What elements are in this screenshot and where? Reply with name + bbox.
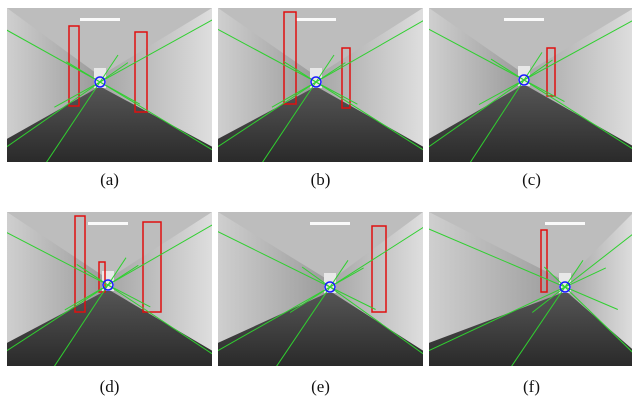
vanishing-line [76, 263, 212, 355]
vanishing-line [543, 266, 632, 353]
floor [218, 88, 423, 162]
caption: (e) [311, 377, 330, 396]
vanishing-point [102, 279, 114, 291]
door-detection [142, 221, 162, 313]
photo-content [218, 212, 423, 366]
caption: (a) [100, 170, 119, 189]
left-wall [218, 8, 316, 139]
floor [218, 293, 423, 366]
corridor-end [94, 68, 106, 88]
corridor-end [310, 68, 322, 88]
left-wall [429, 212, 565, 343]
photo [218, 8, 423, 162]
ceiling-light [545, 222, 585, 225]
right-wall [316, 8, 423, 147]
vanishing-line [478, 20, 632, 106]
ceiling-light [310, 222, 350, 225]
vanishing-point [518, 74, 530, 86]
vanishing-line [7, 232, 151, 308]
vanishing-line [54, 19, 212, 108]
vanishing-point [324, 281, 336, 293]
left-wall [429, 8, 524, 139]
floor [7, 291, 212, 366]
photo-content [7, 212, 212, 366]
right-wall [108, 212, 212, 351]
photo-content [218, 8, 423, 162]
door-detection [283, 11, 297, 105]
caption: (f) [523, 377, 540, 396]
door-detection [546, 47, 556, 97]
vanishing-line [283, 61, 423, 151]
caption: (d) [100, 377, 120, 396]
vanishing-line [429, 228, 618, 310]
vanishing-line [218, 231, 376, 310]
door-detection [74, 215, 86, 313]
left-wall [218, 212, 330, 343]
photo [7, 8, 212, 162]
left-wall [7, 212, 108, 343]
door-detection [68, 25, 80, 107]
vanishing-line [531, 234, 632, 313]
door-detection [540, 229, 548, 293]
ceiling-light [296, 18, 336, 21]
vanishing-line [7, 264, 139, 352]
ceiling-light [80, 18, 120, 21]
vanishing-line [301, 266, 423, 355]
door-detection [134, 31, 148, 113]
photo [7, 212, 212, 366]
right-wall [330, 212, 423, 351]
vanishing-point [559, 281, 571, 293]
vanishing-point [310, 76, 322, 88]
door-detection [98, 261, 106, 293]
door-detection [341, 47, 351, 109]
vanishing-line [289, 226, 423, 313]
vanishing-line [469, 52, 543, 162]
right-wall [524, 9, 632, 146]
floor [7, 88, 212, 162]
vanishing-line [276, 260, 349, 366]
vanishing-line [46, 54, 119, 162]
photo [218, 212, 423, 366]
vanishing-line [7, 62, 129, 148]
floor [429, 293, 632, 366]
vanishing-line [511, 260, 584, 366]
photo-content [429, 212, 632, 366]
caption: (c) [522, 170, 541, 189]
photo [429, 8, 632, 162]
corridor-end [518, 66, 530, 86]
vanishing-line [53, 257, 127, 366]
caption: (b) [311, 170, 331, 189]
vanishing-line [66, 61, 212, 151]
vanishing-line [218, 28, 358, 105]
photo-content [7, 8, 212, 162]
door-detection [371, 225, 387, 313]
floor [429, 86, 632, 162]
photo [429, 212, 632, 366]
vanishing-point [94, 76, 106, 88]
ceiling-light [504, 18, 544, 21]
vanishing-line [490, 58, 632, 150]
vanishing-line [218, 62, 346, 148]
vanishing-line [271, 20, 423, 108]
vanishing-line [429, 267, 607, 352]
vanishing-line [262, 54, 335, 162]
vanishing-line [429, 28, 565, 103]
vanishing-line [429, 59, 553, 148]
left-wall [7, 8, 100, 139]
right-wall [100, 8, 212, 147]
vanishing-line [218, 267, 364, 352]
ceiling-light [88, 222, 128, 225]
photo-content [429, 8, 632, 162]
vanishing-line [64, 224, 212, 311]
